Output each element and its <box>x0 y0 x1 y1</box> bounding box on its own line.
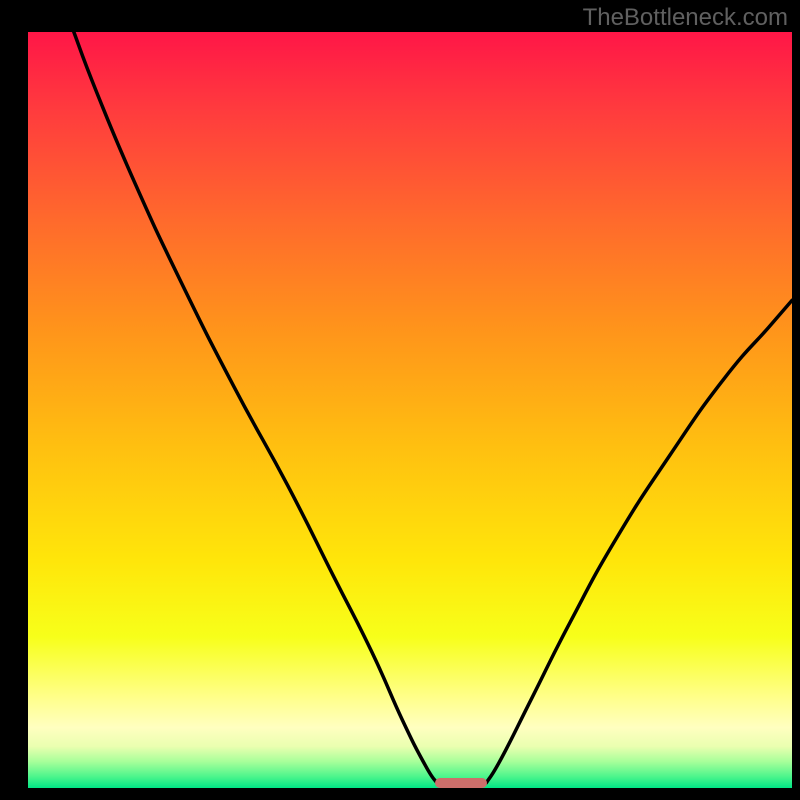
plot-area <box>28 32 792 788</box>
gradient-background <box>28 32 792 788</box>
v-curve <box>28 32 792 788</box>
watermark-text: TheBottleneck.com <box>583 4 788 32</box>
bottleneck-marker <box>435 778 487 788</box>
